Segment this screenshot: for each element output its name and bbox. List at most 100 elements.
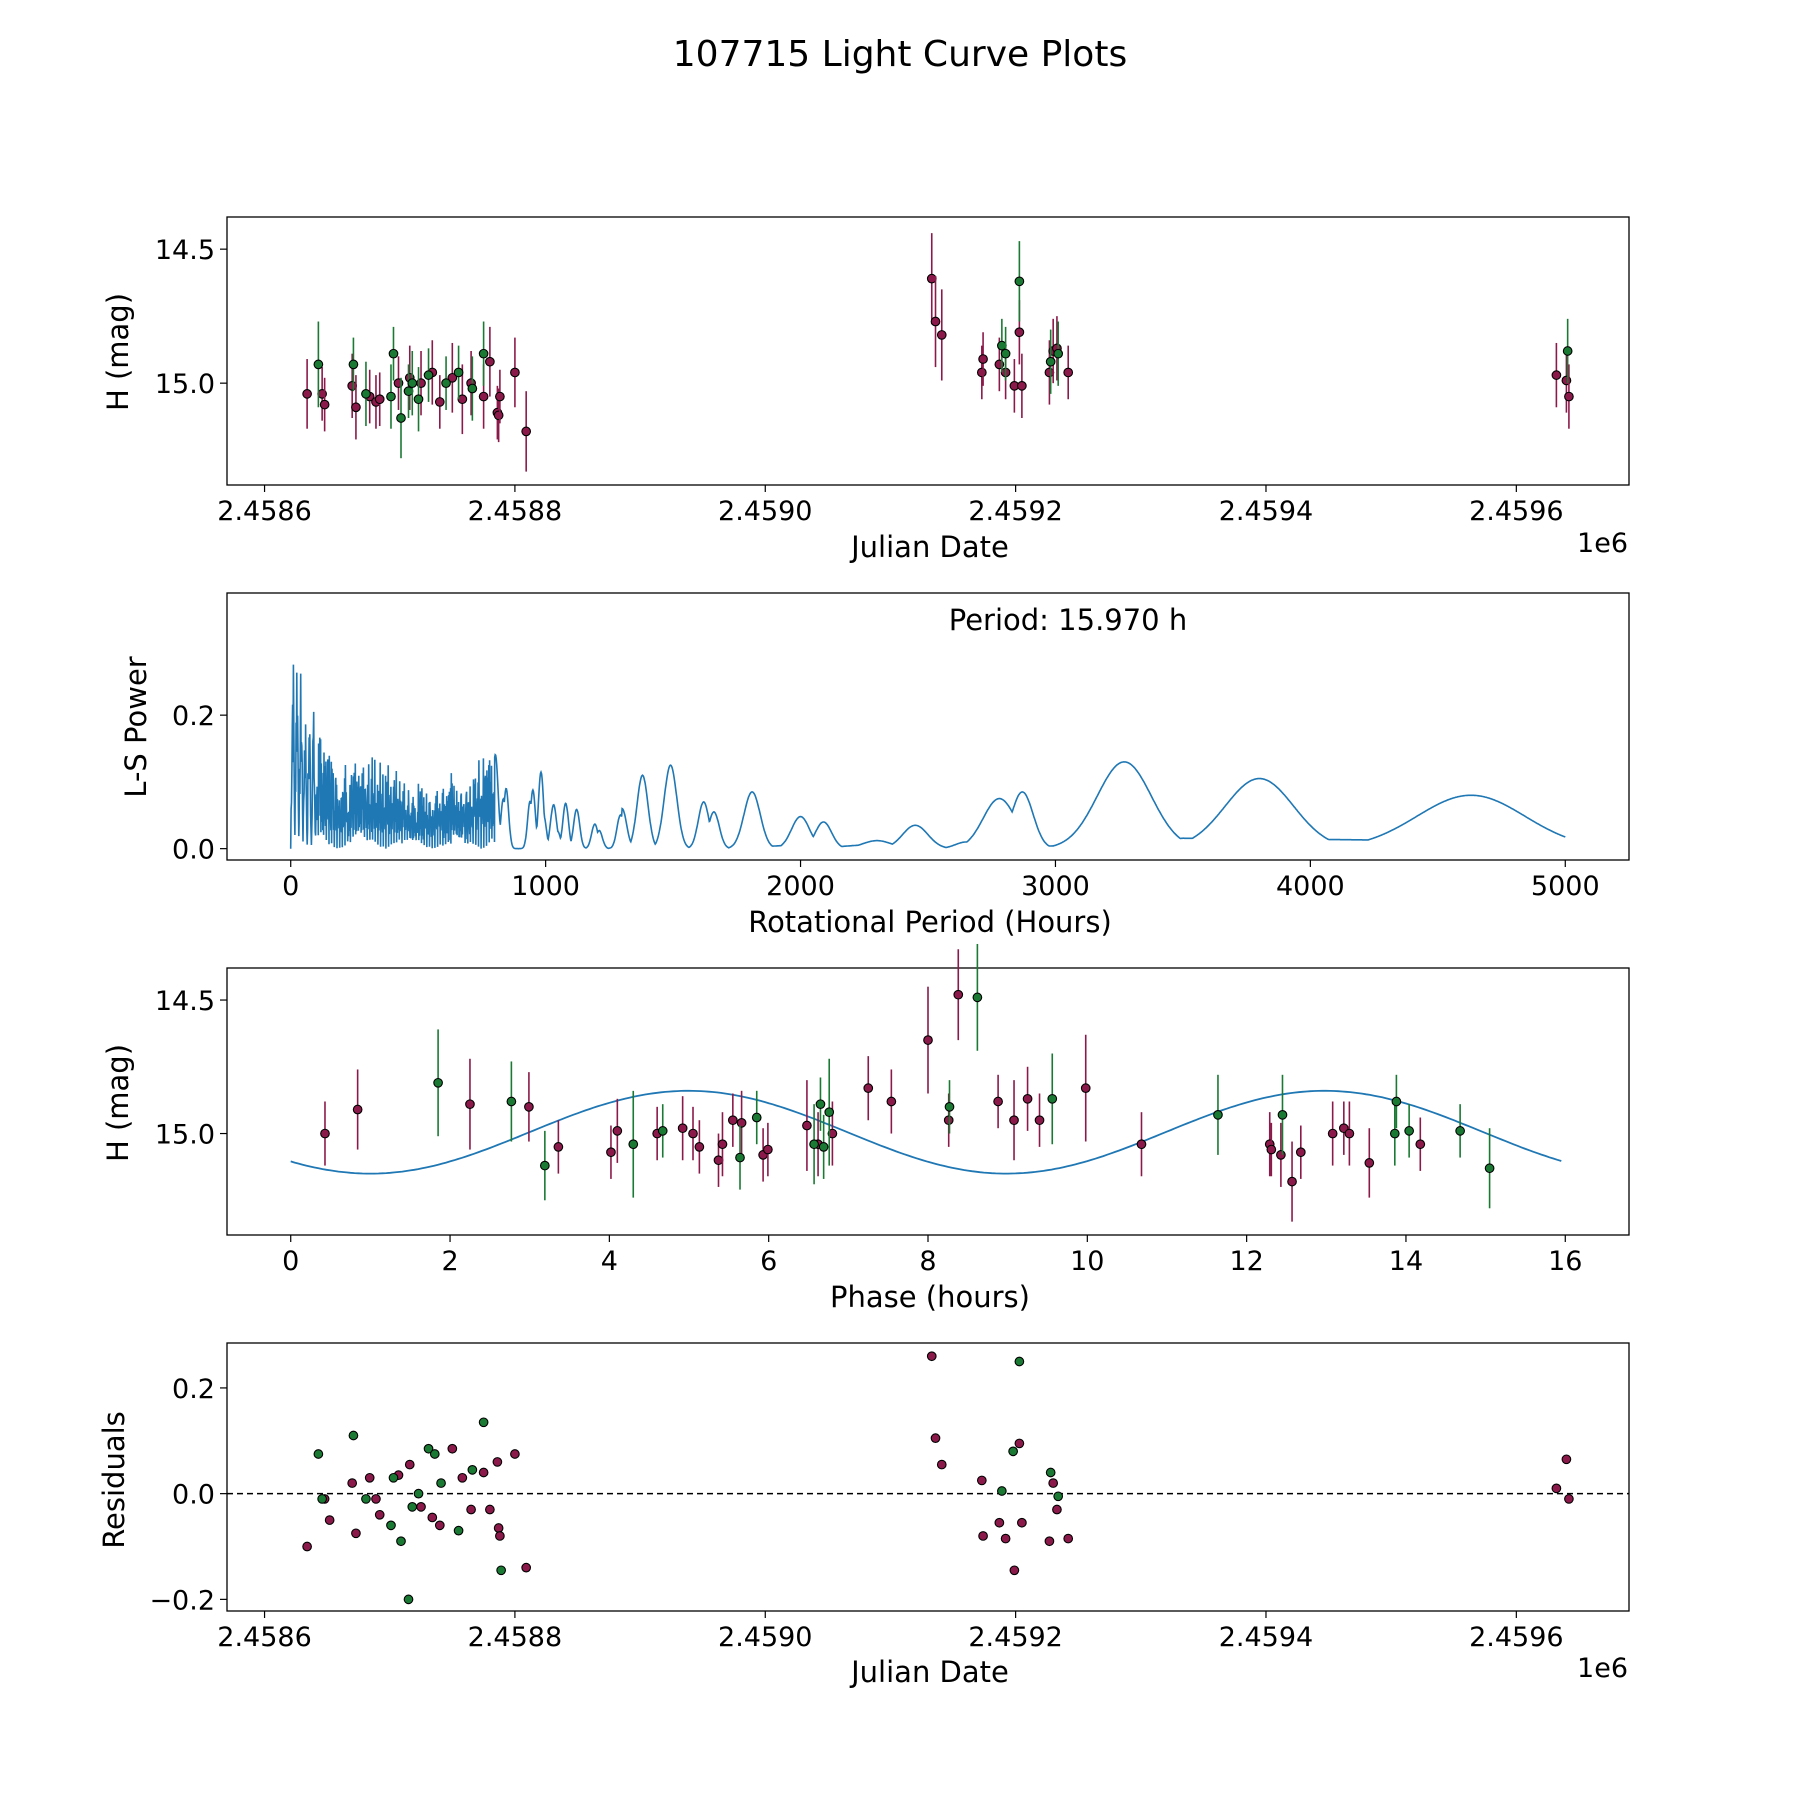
light-curve-point-filter_b [348,359,359,370]
light-curve-point-filter_a [434,397,445,407]
phase-plot-point-filter_b [506,1096,517,1107]
periodogram-xtick-label: 5000 [1531,871,1600,902]
light-curve-point-filter_a [1014,327,1025,338]
residuals-point-filter_a [1564,1494,1574,1504]
residuals-point-filter_b [317,1494,327,1504]
phase-plot-point-filter_a [1034,1115,1045,1126]
phase-plot-xtick-label: 6 [760,1246,777,1277]
phase-plot-point-filter_b [972,992,983,1003]
residuals-point-filter_b [1045,1467,1056,1478]
light-curve-frame [226,216,1630,486]
periodogram-ytick-label: 0.0 [172,835,215,866]
phase-plot-point-filter_a [1327,1128,1338,1139]
phase-plot-point-filter_a [352,1104,363,1115]
phase-plot-point-filter_a [688,1128,698,1139]
periodogram-ylabel: L-S Power [119,656,153,797]
phase-plot-point-filter_b [433,1077,443,1088]
residuals-point-filter_b [997,1486,1007,1496]
residuals-point-filter_a [493,1523,504,1533]
light-curve-ytick-label: 15.0 [155,369,215,400]
light-curve-point-filter_b [1562,346,1573,356]
residuals-point-filter_a [510,1449,520,1459]
phase-plot-xtick-label: 2 [441,1246,458,1277]
light-curve-point-filter_b [1053,348,1064,359]
phase-plot-point-filter_a [763,1144,773,1155]
light-curve-point-filter_a [1017,380,1027,391]
residuals-ytick-label: 0.0 [172,1480,215,1511]
light-curve-point-filter_a [1063,367,1074,378]
light-curve-point-filter_a [374,394,385,405]
periodogram-xtick-label: 1000 [511,871,580,902]
residuals-point-filter_a [466,1504,476,1515]
phase-plot-point-filter_a [1415,1139,1426,1150]
light-curve-point-filter_a [351,402,361,413]
periodogram-xlabel: Rotational Period (Hours) [748,905,1112,939]
phase-plot-point-filter_a [606,1147,616,1158]
residuals-point-filter_b [429,1449,440,1459]
periodogram-line [289,664,1566,850]
residuals-point-filter_a [457,1472,468,1483]
phase-plot-point-filter_b [1389,1128,1400,1139]
residuals-point-filter_a [485,1504,495,1515]
phase-plot-point-filter_b [809,1139,819,1150]
phase-plot-panel: H (mag) Phase (hours) 0 2 4 6 8 10 12 14 16 15.0 1… [101,943,1630,1314]
light-curve-point-filter_b [361,389,371,399]
light-curve-point-filter_a [1564,391,1574,402]
phase-plot-xtick-label: 12 [1229,1246,1263,1277]
phase-plot-point-filter_b [824,1107,835,1118]
residuals-xtick-label: 2.4588 [468,1622,562,1653]
phase-plot-point-filter_a [1136,1139,1147,1150]
periodogram-xtick-label: 4000 [1276,871,1345,902]
phase-plot-xtick-label: 14 [1389,1246,1423,1277]
light-curve-point-filter_b [423,370,434,380]
residuals-point-filter_a [521,1562,532,1573]
light-curve-point-filter_b [441,378,451,389]
residuals-point-filter_a [434,1520,445,1531]
light-curve-point-filter_b [1000,348,1011,359]
phase-plot-point-filter_a [1022,1093,1033,1104]
residuals-point-filter_b [403,1594,414,1605]
residuals-point-filter_a [930,1433,941,1443]
periodogram-frame [226,592,1630,861]
residuals-point-filter_b [313,1449,324,1459]
phase-plot-point-filter_a [1364,1158,1375,1168]
phase-plot-point-filter_a [1344,1128,1355,1139]
periodogram-panel: L-S Power Rotational Period (Hours) Peri… [119,592,1630,939]
phase-plot-point-filter_a [736,1118,747,1128]
figure-title: 107715 Light Curve Plots [673,34,1127,75]
light-curve-point-filter_b [478,348,489,359]
light-curve-point-filter_a [976,367,987,378]
residuals-point-filter_b [1008,1446,1018,1457]
phase-plot-point-filter_b [815,1099,826,1110]
residuals-ylabel: Residuals [97,1411,131,1549]
light-curve-point-filter_a [978,354,988,364]
phase-plot-point-filter_a [863,1083,874,1093]
phase-plot-point-filter_a [465,1099,475,1110]
light-curve-point-filter_a [1551,370,1562,380]
residuals-point-filter_a [1048,1478,1059,1488]
periodogram-xtick-label: 3000 [1021,871,1090,902]
phase-plot-point-filter_a [953,989,964,1000]
phase-plot-point-filter_b [735,1152,745,1163]
residuals-point-filter_a [1009,1565,1020,1576]
phase-plot-point-filter_a [612,1126,623,1136]
residuals-point-filter_a [364,1472,375,1483]
light-curve-point-filter_a [493,410,504,421]
phase-plot-point-filter_b [751,1112,762,1123]
light-curve-xtick-label: 2.4594 [1219,496,1313,527]
residuals-point-filter_a [427,1512,438,1523]
residuals-point-filter_a [371,1494,381,1504]
residuals-point-filter_a [936,1459,947,1470]
residuals-point-filter_b [388,1472,399,1483]
light-curve-point-filter_a [510,367,520,378]
phase-plot-point-filter_a [1009,1115,1019,1126]
residuals-point-filter_a [416,1502,426,1512]
residuals-xtick-label: 2.4586 [217,1622,311,1653]
phase-plot-point-filter_b [1277,1109,1288,1120]
phase-plot-ytick-label: 14.5 [155,986,215,1017]
light-curve-point-filter_a [930,316,941,327]
phase-plot-ytick-label: 15.0 [155,1120,215,1151]
residuals-xlabel: Julian Date [849,1655,1009,1689]
light-curve-point-filter_a [495,391,505,402]
residuals-point-filter_a [994,1517,1005,1528]
